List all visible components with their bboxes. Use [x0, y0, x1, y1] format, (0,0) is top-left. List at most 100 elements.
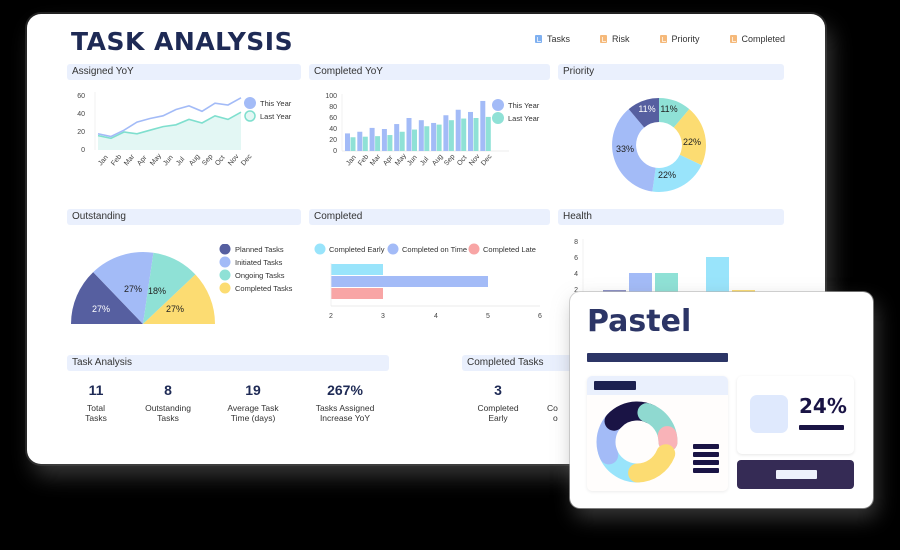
y-axis: 60 40 20 0 [77, 93, 85, 154]
stat-underline-bar [799, 425, 844, 430]
svg-text:22%: 22% [683, 137, 701, 147]
svg-text:80: 80 [329, 104, 337, 111]
svg-text:Last Year: Last Year [508, 114, 540, 123]
svg-text:This Year: This Year [508, 101, 540, 110]
pastel-apply-button[interactable] [737, 460, 854, 489]
kpi-outstanding-tasks: 8 Outstanding Tasks [123, 382, 213, 423]
svg-text:Oct: Oct [456, 154, 468, 167]
sheet-tabs: Tasks Risk Priority Completed [535, 34, 815, 44]
tab-label: Tasks [547, 34, 571, 44]
svg-text:Mar: Mar [369, 153, 383, 167]
panel-header-health: Health [558, 209, 784, 225]
svg-text:Jan: Jan [97, 154, 110, 167]
tab-completed[interactable]: Completed [729, 34, 785, 44]
svg-text:May: May [149, 152, 163, 167]
kpi-completed-early: 3 Completed Early [453, 382, 543, 423]
svg-text:8: 8 [574, 239, 578, 246]
svg-text:5: 5 [486, 313, 490, 320]
svg-text:6: 6 [574, 255, 578, 262]
preview-panel-header [587, 376, 728, 395]
svg-text:11%: 11% [660, 104, 677, 114]
panel-header-completed-tasks: Completed Tasks [462, 355, 582, 371]
svg-text:27%: 27% [124, 284, 142, 294]
svg-text:20: 20 [329, 137, 337, 144]
assigned-yoy-chart: 60 40 20 0 Jan Feb Mar Apr May Jun Jul A… [77, 92, 292, 167]
tab-risk[interactable]: Risk [600, 34, 630, 44]
chart-legend: This Year Last Year [244, 97, 292, 122]
svg-text:27%: 27% [166, 304, 184, 314]
y-axis: 100 80 60 40 20 0 [325, 93, 337, 155]
tab-priority[interactable]: Priority [659, 34, 700, 44]
svg-text:Sep: Sep [201, 153, 214, 167]
svg-text:Nov: Nov [468, 153, 482, 167]
tab-label: Priority [671, 34, 700, 44]
svg-text:This Year: This Year [260, 99, 292, 108]
pastel-title: Pastel [587, 304, 692, 339]
svg-text:2: 2 [574, 287, 578, 294]
svg-text:Apr: Apr [136, 154, 149, 167]
pastel-stat-card: 24% [737, 376, 854, 454]
stat-icon-square [750, 395, 788, 433]
svg-text:27%: 27% [92, 304, 110, 314]
svg-text:Apr: Apr [382, 154, 395, 167]
svg-text:18%: 18% [148, 286, 166, 296]
svg-text:33%: 33% [616, 144, 634, 154]
svg-text:60: 60 [329, 115, 337, 122]
svg-text:Aug: Aug [188, 153, 201, 167]
svg-text:Mar: Mar [123, 153, 137, 167]
sheet-icon [535, 35, 542, 43]
svg-text:4: 4 [574, 271, 578, 278]
tab-label: Risk [612, 34, 630, 44]
svg-text:Aug: Aug [431, 153, 444, 167]
dashboard-card: TASK ANALYSIS Tasks Risk Priority Comple… [27, 14, 825, 464]
svg-text:Jun: Jun [162, 154, 175, 167]
svg-text:Jun: Jun [406, 154, 419, 167]
kpi-completed-on-time-partial: Co o [547, 382, 587, 423]
svg-text:0: 0 [333, 148, 337, 155]
sheet-icon [600, 35, 608, 43]
x-axis: 2 3 4 5 6 [329, 313, 542, 320]
chart-legend: Completed Early Completed on Time Comple… [314, 243, 536, 255]
svg-text:Ongoing Tasks: Ongoing Tasks [235, 271, 285, 280]
panel-header-assigned-yoy: Assigned YoY [67, 64, 301, 80]
svg-text:Completed Tasks: Completed Tasks [235, 284, 293, 293]
pastel-theme-card[interactable]: Pastel [570, 292, 873, 508]
svg-text:Sep: Sep [443, 153, 456, 167]
kpi-label: Co o [547, 403, 558, 423]
stat-value: 24% [799, 394, 847, 418]
svg-text:40: 40 [329, 126, 337, 133]
outstanding-half-pie-chart: 27% 27% 18% 27% Planned Tasks Initiated … [71, 244, 293, 324]
kpi-tasks-assigned-increase: 267% Tasks Assigned Increase YoY [300, 382, 390, 423]
svg-text:40: 40 [77, 111, 85, 118]
svg-text:Last Year: Last Year [260, 112, 292, 121]
svg-text:Initiated Tasks: Initiated Tasks [235, 258, 283, 267]
kpi-label: Average Task Time (days) [227, 403, 279, 423]
panel-header-completed-yoy: Completed YoY [309, 64, 550, 80]
this-year-line [97, 97, 242, 138]
svg-text:Completed Early: Completed Early [329, 245, 385, 254]
button-label-placeholder [776, 470, 817, 479]
y-axis: 8 6 4 2 [574, 239, 578, 294]
title-underline-bar [587, 353, 728, 362]
svg-text:Dec: Dec [240, 153, 254, 167]
kpi-value: 8 [164, 382, 172, 398]
svg-text:4: 4 [434, 313, 438, 320]
chart-legend: Planned Tasks Initiated Tasks Ongoing Ta… [219, 244, 293, 294]
bars-last-year [350, 116, 491, 151]
priority-donut-chart: 11% 22% 22% 33% 11% [612, 98, 707, 192]
svg-text:Planned Tasks: Planned Tasks [235, 245, 284, 254]
svg-text:6: 6 [538, 313, 542, 320]
svg-text:Oct: Oct [214, 154, 226, 167]
kpi-average-task-time: 19 Average Task Time (days) [208, 382, 298, 423]
x-axis: Jan Feb Mar Apr May Jun Jul Aug Sep Oct … [345, 152, 494, 167]
svg-text:Feb: Feb [110, 153, 123, 167]
svg-text:60: 60 [77, 93, 85, 100]
tab-tasks[interactable]: Tasks [535, 34, 570, 44]
kpi-label: Total Tasks [85, 403, 107, 423]
svg-text:22%: 22% [658, 170, 676, 180]
completed-yoy-chart: 100 80 60 40 20 0 [325, 93, 540, 167]
svg-text:11%: 11% [638, 104, 655, 114]
svg-text:20: 20 [77, 129, 85, 136]
svg-text:Dec: Dec [480, 153, 494, 167]
sheet-icon [729, 35, 737, 43]
